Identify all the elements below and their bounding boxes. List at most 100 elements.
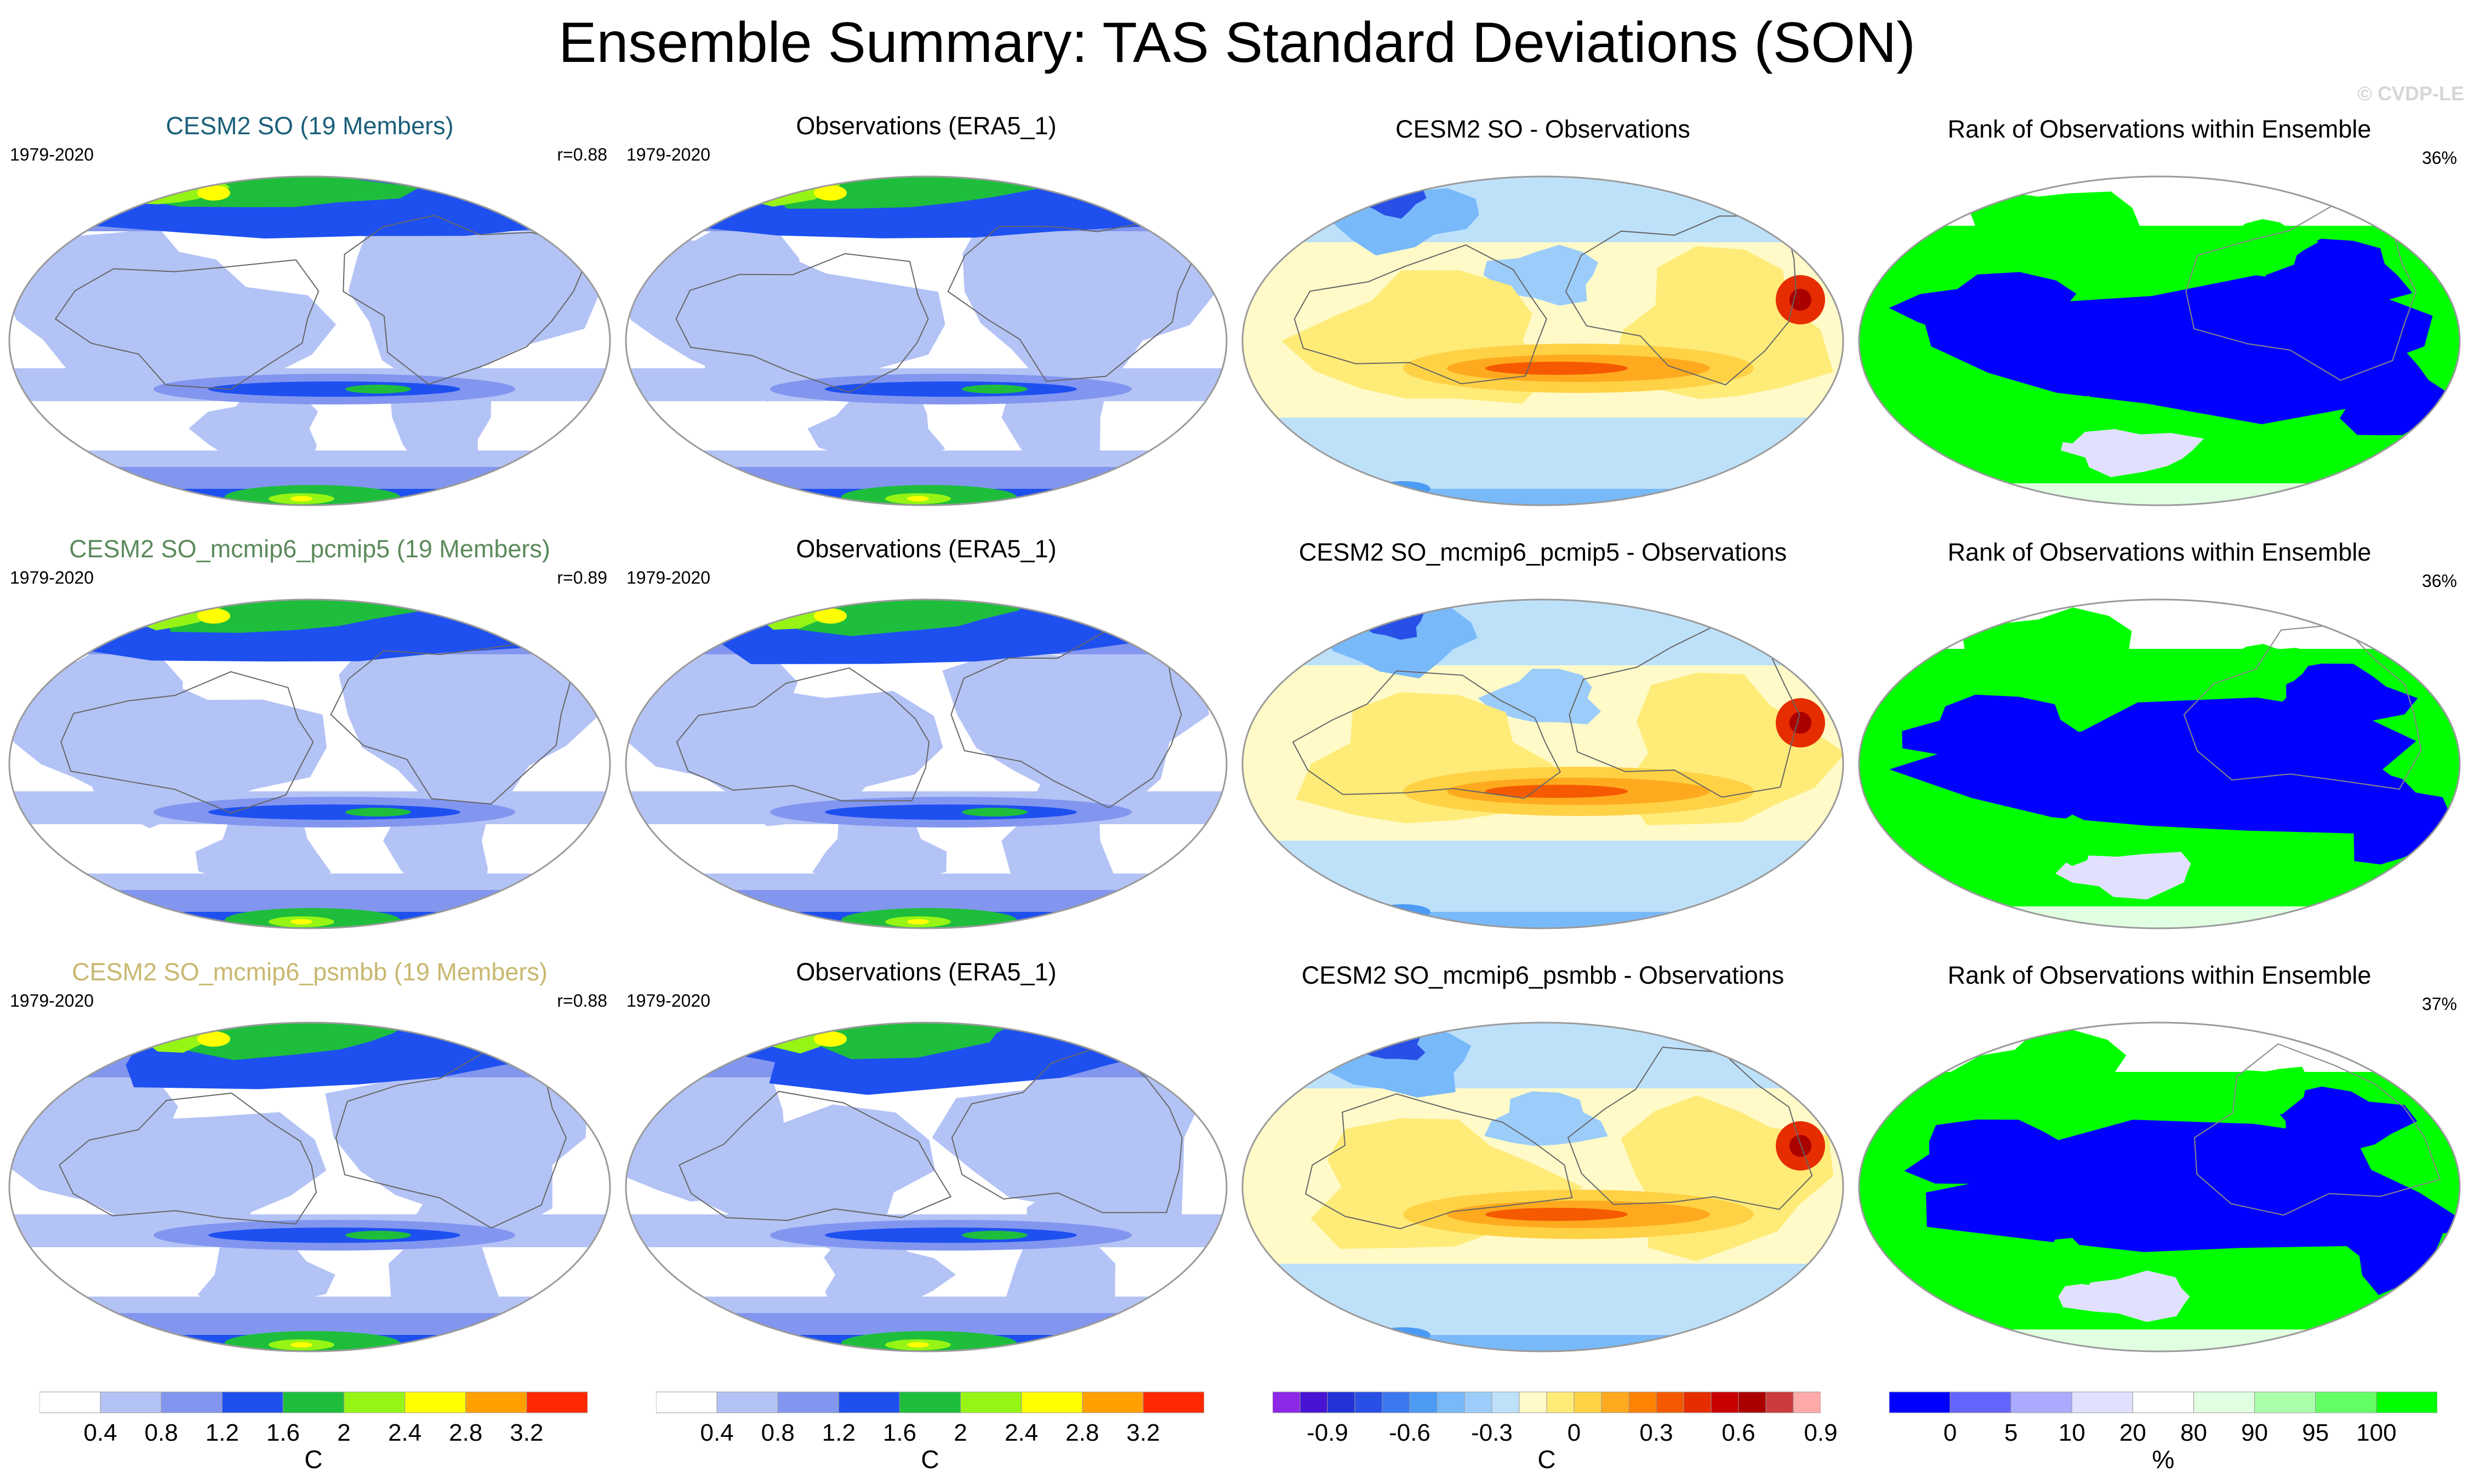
model-panel-row3: CESM2 SO_mcmip6_psmbb (19 Members) 1979-2…	[5, 957, 614, 1373]
panel-title: CESM2 SO - Observations	[1395, 115, 1690, 143]
obs-panel-row1: Observations (ERA5_1) 1979-2020	[622, 111, 1230, 527]
watermark: © CVDP-LE	[2357, 82, 2464, 105]
colorbar-tick-label: 0	[1943, 1419, 1957, 1446]
colorbar-tick-label: 2	[337, 1419, 351, 1446]
colorbar-swatch	[1299, 1391, 1328, 1413]
colorbar-swatch	[1272, 1391, 1301, 1413]
std-colorbar-1: 0.4 0.8 1.2 1.6 2 2.4 2.8 3.2 C	[39, 1391, 588, 1479]
rank-panel-row1: Rank of Observations within Ensemble 36%	[1855, 111, 2464, 527]
colorbar-swatch	[1656, 1391, 1684, 1413]
map-diff-row3	[1241, 1021, 1844, 1352]
colorbar-swatch	[777, 1391, 839, 1413]
colorbar-swatch	[1491, 1391, 1520, 1413]
map-obs-row3	[625, 1021, 1228, 1352]
colorbar-swatch	[221, 1391, 283, 1413]
colorbar-swatch	[2193, 1391, 2255, 1413]
correlation-label: r=0.88	[557, 145, 607, 164]
colorbar-swatch	[465, 1391, 527, 1413]
panel-title: Rank of Observations within Ensemble	[1947, 115, 2372, 143]
colorbar-swatch	[1143, 1391, 1205, 1413]
colorbar-swatch	[2071, 1391, 2133, 1413]
rank-percent-label: 37%	[2421, 994, 2457, 1014]
colorbar-tick-label: 1.2	[205, 1419, 239, 1446]
colorbar-swatch	[404, 1391, 466, 1413]
colorbar-swatch	[655, 1391, 717, 1413]
model-panel-row1: CESM2 SO (19 Members) 1979-2020 r=0.88	[5, 111, 614, 527]
colorbar-tick-label: -0.6	[1389, 1419, 1430, 1446]
colorbar-swatch	[1354, 1391, 1383, 1413]
map-rank-row2	[1858, 598, 2461, 929]
colorbar-swatch	[899, 1391, 961, 1413]
map-rank-row1	[1858, 175, 2461, 506]
panel-title: Rank of Observations within Ensemble	[1947, 538, 2372, 566]
colorbar-swatch	[344, 1391, 406, 1413]
obs-panel-row3: Observations (ERA5_1) 1979-2020	[622, 957, 1230, 1373]
colorbar-swatch	[282, 1391, 344, 1413]
panel-title: Observations (ERA5_1)	[796, 112, 1057, 140]
colorbar-swatch	[2132, 1391, 2194, 1413]
colorbar-swatch	[960, 1391, 1022, 1413]
period-label: 1979-2020	[10, 568, 94, 587]
colorbar-swatch	[100, 1391, 162, 1413]
colorbar-swatch	[1436, 1391, 1465, 1413]
panel-title: CESM2 SO (19 Members)	[166, 112, 454, 140]
map-obs-row2	[625, 598, 1228, 929]
panel-title: CESM2 SO_mcmip6_psmbb (19 Members)	[72, 958, 548, 986]
panel-title: Observations (ERA5_1)	[796, 958, 1057, 986]
colorbar-tick-label: 10	[2058, 1419, 2085, 1446]
colorbar-tick-label: 95	[2302, 1419, 2329, 1446]
colorbar-tick-label: 1.6	[266, 1419, 300, 1446]
colorbar-tick-label: 3.2	[510, 1419, 544, 1446]
colorbar-swatches	[1889, 1391, 2438, 1413]
rank-colorbar-4: 0 5 10 20 80 90 95 100%	[1889, 1391, 2438, 1479]
colorbar-swatch	[2010, 1391, 2072, 1413]
colorbar-swatch	[1949, 1391, 2011, 1413]
rank-panel-row2: Rank of Observations within Ensemble 36%	[1855, 534, 2464, 950]
map-diff-row1	[1241, 175, 1844, 506]
model-panel-row2: CESM2 SO_mcmip6_pcmip5 (19 Members) 1979-…	[5, 534, 614, 950]
diff-panel-row3: CESM2 SO_mcmip6_psmbb - Observations	[1239, 957, 1847, 1373]
rank-percent-label: 36%	[2421, 148, 2457, 168]
colorbar-unit: %	[2152, 1445, 2175, 1474]
colorbar-unit: C	[1537, 1445, 1556, 1474]
colorbar-swatch	[1082, 1391, 1144, 1413]
colorbar-tick-label: 100	[2356, 1419, 2397, 1446]
colorbar-tick-label: 0.4	[83, 1419, 117, 1446]
colorbar-swatch	[1738, 1391, 1766, 1413]
diff-panel-row2: CESM2 SO_mcmip6_pcmip5 - Observations	[1239, 534, 1847, 950]
rank-panel-row3: Rank of Observations within Ensemble 37%	[1855, 957, 2464, 1373]
page-title: Ensemble Summary: TAS Standard Deviation…	[558, 11, 1916, 75]
map-diff-row2	[1241, 598, 1844, 929]
panel-title: CESM2 SO_mcmip6_pcmip5 (19 Members)	[69, 535, 550, 563]
colorbar-swatch	[2254, 1391, 2316, 1413]
colorbar-tick-label: 2.4	[1005, 1419, 1039, 1446]
std-colorbar-2: 0.4 0.8 1.2 1.6 2 2.4 2.8 3.2 C	[655, 1391, 1205, 1479]
colorbar-swatch	[1519, 1391, 1547, 1413]
map-obs-row1	[625, 175, 1228, 506]
obs-panel-row2: Observations (ERA5_1) 1979-2020	[622, 534, 1230, 950]
colorbar-tick-label: 20	[2119, 1419, 2146, 1446]
colorbar-swatch	[1711, 1391, 1739, 1413]
colorbar-tick-label: 2	[954, 1419, 967, 1446]
colorbar-swatch	[1464, 1391, 1492, 1413]
period-label: 1979-2020	[10, 991, 94, 1011]
diff-panel-row1: CESM2 SO - Observations	[1239, 111, 1847, 527]
colorbar-swatch	[1765, 1391, 1794, 1413]
colorbar-swatch	[2315, 1391, 2377, 1413]
correlation-label: r=0.88	[557, 991, 607, 1011]
colorbar-tick-label: 0	[1567, 1419, 1581, 1446]
colorbar-swatch	[1409, 1391, 1438, 1413]
colorbar-tick-label: 0.3	[1639, 1419, 1673, 1446]
colorbar-swatch	[1021, 1391, 1083, 1413]
colorbar-tick-label: 2.8	[449, 1419, 483, 1446]
colorbar-swatch	[39, 1391, 101, 1413]
colorbar-swatch	[1574, 1391, 1602, 1413]
colorbar-swatch	[2376, 1391, 2438, 1413]
colorbar-swatch	[716, 1391, 778, 1413]
colorbar-tick-label: 0.6	[1721, 1419, 1755, 1446]
period-label: 1979-2020	[626, 991, 711, 1011]
colorbar-swatch	[1546, 1391, 1575, 1413]
colorbar-swatch	[1382, 1391, 1410, 1413]
panel-title: Rank of Observations within Ensemble	[1947, 961, 2372, 989]
colorbar-tick-label: 0.8	[761, 1419, 795, 1446]
